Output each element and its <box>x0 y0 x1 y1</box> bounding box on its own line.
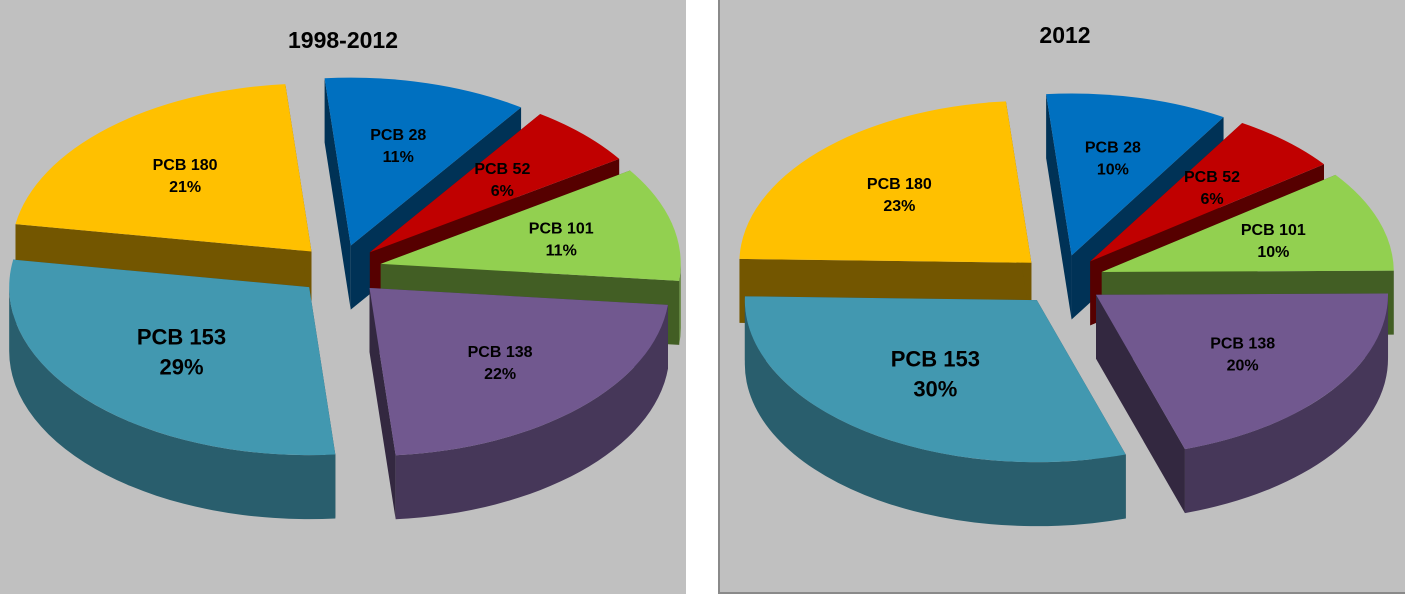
slice-top <box>1046 93 1224 256</box>
pie-slices: PCB 28 10% PCB 52 6% PCB 101 10% PCB 138 20% PCB… <box>739 93 1394 527</box>
slice-value-pcb-153: 29% <box>159 354 203 379</box>
chart-panel-right: 2012 PCB 28 10% PCB 52 6% PCB 101 10% PCB 138 2… <box>718 0 1405 594</box>
slice-top <box>324 77 522 246</box>
slice-label-pcb-138: PCB 138 <box>1210 336 1275 353</box>
slice-label-pcb-180: PCB 180 <box>867 176 932 193</box>
slice-value-pcb-28: 10% <box>1097 162 1129 179</box>
slice-value-pcb-101: 10% <box>1257 244 1289 261</box>
pie-chart-2012: 2012 PCB 28 10% PCB 52 6% PCB 101 10% PCB 138 2… <box>739 22 1394 527</box>
slice-label-pcb-153: PCB 153 <box>891 346 980 371</box>
slice-pcb-138 <box>1096 293 1389 514</box>
slice-side-wall <box>1046 94 1072 320</box>
slice-label-pcb-101: PCB 101 <box>529 221 594 238</box>
slice-top <box>380 170 681 281</box>
slice-top <box>9 259 336 456</box>
slice-value-pcb-28: 11% <box>383 149 414 166</box>
slice-label-pcb-52: PCB 52 <box>1184 169 1240 186</box>
slice-top <box>15 84 312 252</box>
slice-side-wall <box>1096 294 1185 514</box>
slice-label-pcb-28: PCB 28 <box>370 127 426 144</box>
slice-top <box>744 296 1126 463</box>
slice-top <box>369 114 620 253</box>
slice-rim <box>395 304 668 520</box>
chart-title: 1998-2012 <box>288 27 398 53</box>
slice-label-pcb-101: PCB 101 <box>1241 222 1306 239</box>
slice-pcb-138 <box>369 287 668 520</box>
slice-value-pcb-180: 21% <box>169 179 201 196</box>
slice-top <box>1096 293 1389 450</box>
chart-panel-left: 1998-2012 PCB 28 11% PCB 52 6% PCB 101 11% PCB… <box>0 0 686 594</box>
slice-label-pcb-153: PCB 153 <box>137 324 226 349</box>
slice-side-wall <box>369 287 396 520</box>
slice-rim <box>679 263 681 345</box>
slice-top <box>1090 123 1325 262</box>
slice-label-pcb-52: PCB 52 <box>474 161 530 178</box>
slice-value-pcb-180: 23% <box>883 198 915 215</box>
slice-value-pcb-138: 20% <box>1227 358 1259 375</box>
slice-label-pcb-138: PCB 138 <box>468 344 533 361</box>
chart-title: 2012 <box>1039 22 1090 48</box>
slice-value-pcb-138: 22% <box>484 366 516 383</box>
slice-value-pcb-52: 6% <box>1200 191 1223 208</box>
slice-value-pcb-52: 6% <box>491 183 514 200</box>
slice-side-wall <box>324 78 351 310</box>
slice-label-pcb-28: PCB 28 <box>1085 140 1141 157</box>
slice-pcb-153 <box>9 259 336 520</box>
slice-label-pcb-180: PCB 180 <box>153 157 218 174</box>
slice-rim <box>744 300 1126 527</box>
pie-slices: PCB 28 11% PCB 52 6% PCB 101 11% PCB 138 22% PCB… <box>9 77 681 520</box>
slice-top <box>1101 174 1394 272</box>
slice-pcb-153 <box>744 296 1126 527</box>
slice-top <box>739 101 1032 263</box>
slice-top <box>369 287 668 456</box>
slice-value-pcb-153: 30% <box>913 376 957 401</box>
slice-rim <box>1184 294 1389 514</box>
slice-rim <box>9 287 336 520</box>
slice-value-pcb-101: 11% <box>546 243 577 260</box>
